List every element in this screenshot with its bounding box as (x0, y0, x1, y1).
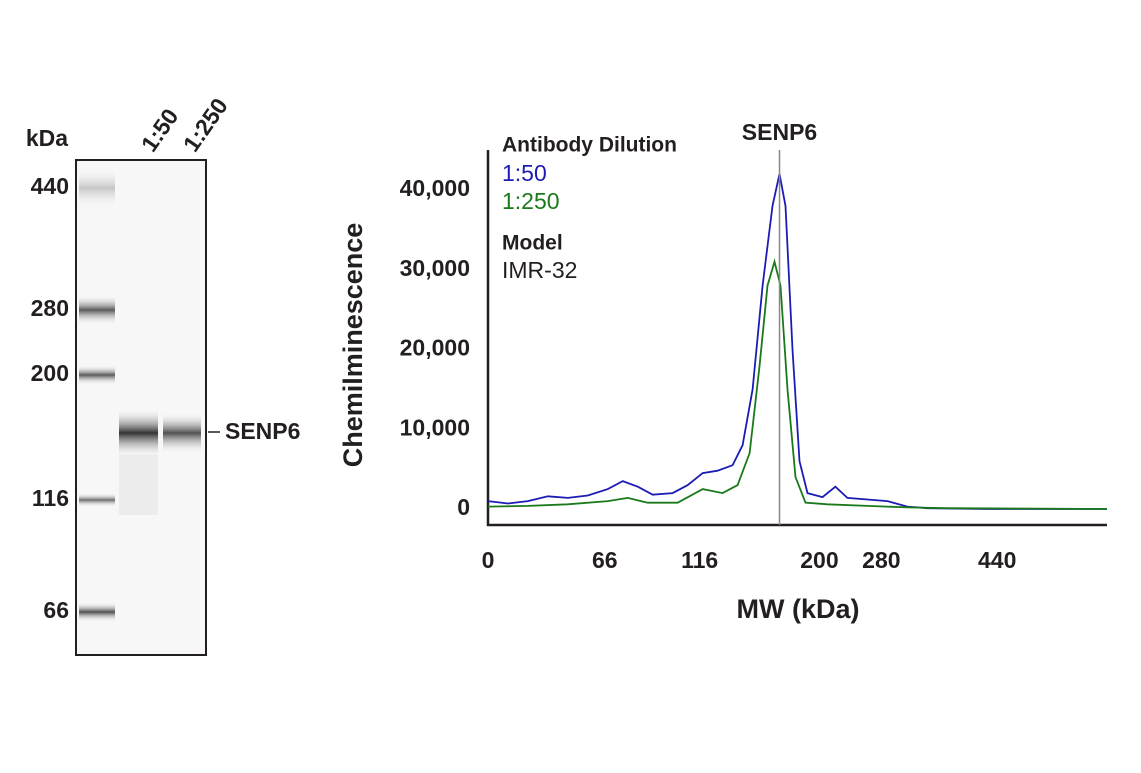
legend-title: Antibody Dilution (502, 134, 677, 157)
x-tick-label: 200 (800, 547, 838, 573)
x-axis-title: MW (kDa) (737, 594, 860, 624)
marker-label: 440 (31, 173, 69, 199)
y-tick-label: 10,000 (400, 414, 470, 440)
legend-entry: 1:50 (502, 160, 547, 186)
smear (119, 455, 158, 515)
marker-label: 280 (31, 295, 69, 321)
x-tick-label: 66 (592, 547, 618, 573)
legend-entry: 1:250 (502, 188, 560, 214)
x-tick-label: 440 (978, 547, 1016, 573)
x-tick-label: 116 (681, 547, 718, 573)
blot-frame (75, 159, 207, 656)
band (163, 412, 201, 454)
marker-label: 66 (43, 597, 69, 623)
series-line (487, 173, 1107, 510)
ladder-band (79, 295, 115, 325)
band (119, 408, 158, 458)
blot-unit: kDa (26, 125, 68, 151)
marker-label: 116 (32, 485, 69, 511)
series-line (487, 258, 1108, 510)
y-tick-label: 30,000 (400, 255, 470, 281)
ladder-band (79, 168, 115, 208)
y-axis-title: Chemilminescence (338, 223, 368, 468)
ladder-band (79, 602, 115, 622)
y-tick-label: 40,000 (400, 175, 470, 201)
lane-label: 1:250 (178, 93, 233, 156)
annotation-label: SENP6 (742, 119, 817, 145)
y-tick-label: 0 (457, 494, 470, 520)
legend-model: IMR-32 (502, 257, 577, 283)
ladder-band (79, 365, 115, 385)
target-label: SENP6 (225, 418, 300, 444)
lane-label: 1:50 (136, 104, 184, 157)
x-tick-label: 280 (862, 547, 900, 573)
legend-model-title: Model (502, 232, 563, 255)
y-tick-label: 20,000 (400, 335, 470, 361)
ladder-band (79, 493, 115, 507)
x-tick-label: 0 (482, 547, 495, 573)
marker-label: 200 (31, 360, 69, 386)
